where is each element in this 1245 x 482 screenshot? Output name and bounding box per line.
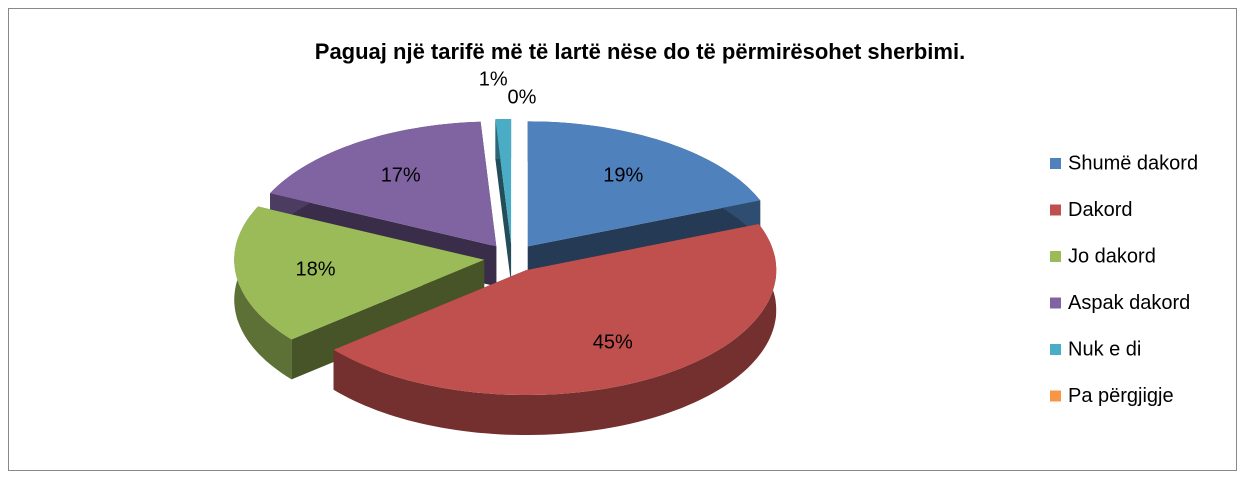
legend-label: Dakord bbox=[1068, 199, 1132, 221]
legend-swatch bbox=[1050, 344, 1061, 355]
slice-side bbox=[495, 119, 512, 284]
legend-swatch bbox=[1050, 297, 1061, 309]
slice-top bbox=[234, 206, 485, 340]
legend-label: Jo dakord bbox=[1068, 245, 1156, 267]
legend-label: Aspak dakord bbox=[1068, 292, 1190, 314]
slice-top bbox=[270, 121, 497, 247]
chart-title: Paguaj një tarifë më të lartë nëse do të… bbox=[315, 39, 965, 64]
legend: Shumë dakord Dakord Jo dakord Aspak dakord N… bbox=[1050, 152, 1198, 407]
pie: 19% 45% 18% 17% 1%0% bbox=[234, 68, 777, 435]
legend-label: Nuk e di bbox=[1068, 338, 1141, 360]
data-label: 0% bbox=[508, 86, 537, 108]
slice bbox=[333, 224, 777, 435]
slice bbox=[495, 119, 512, 284]
data-label: 18% bbox=[296, 259, 336, 281]
slice-top bbox=[333, 224, 777, 395]
legend-swatch bbox=[1050, 251, 1061, 262]
legend-swatch bbox=[1050, 390, 1061, 402]
slice-top bbox=[527, 121, 761, 247]
data-label: 19% bbox=[603, 164, 643, 186]
legend-label: Shumë dakord bbox=[1068, 152, 1198, 174]
legend-label: Pa përgjigje bbox=[1068, 385, 1174, 407]
slice-wall bbox=[333, 224, 777, 435]
legend-swatch bbox=[1050, 158, 1061, 169]
slice-top bbox=[495, 119, 512, 244]
data-label: 45% bbox=[593, 331, 633, 353]
legend-swatch bbox=[1050, 204, 1061, 216]
data-label: 1% bbox=[479, 68, 508, 90]
data-label: 17% bbox=[381, 164, 421, 186]
